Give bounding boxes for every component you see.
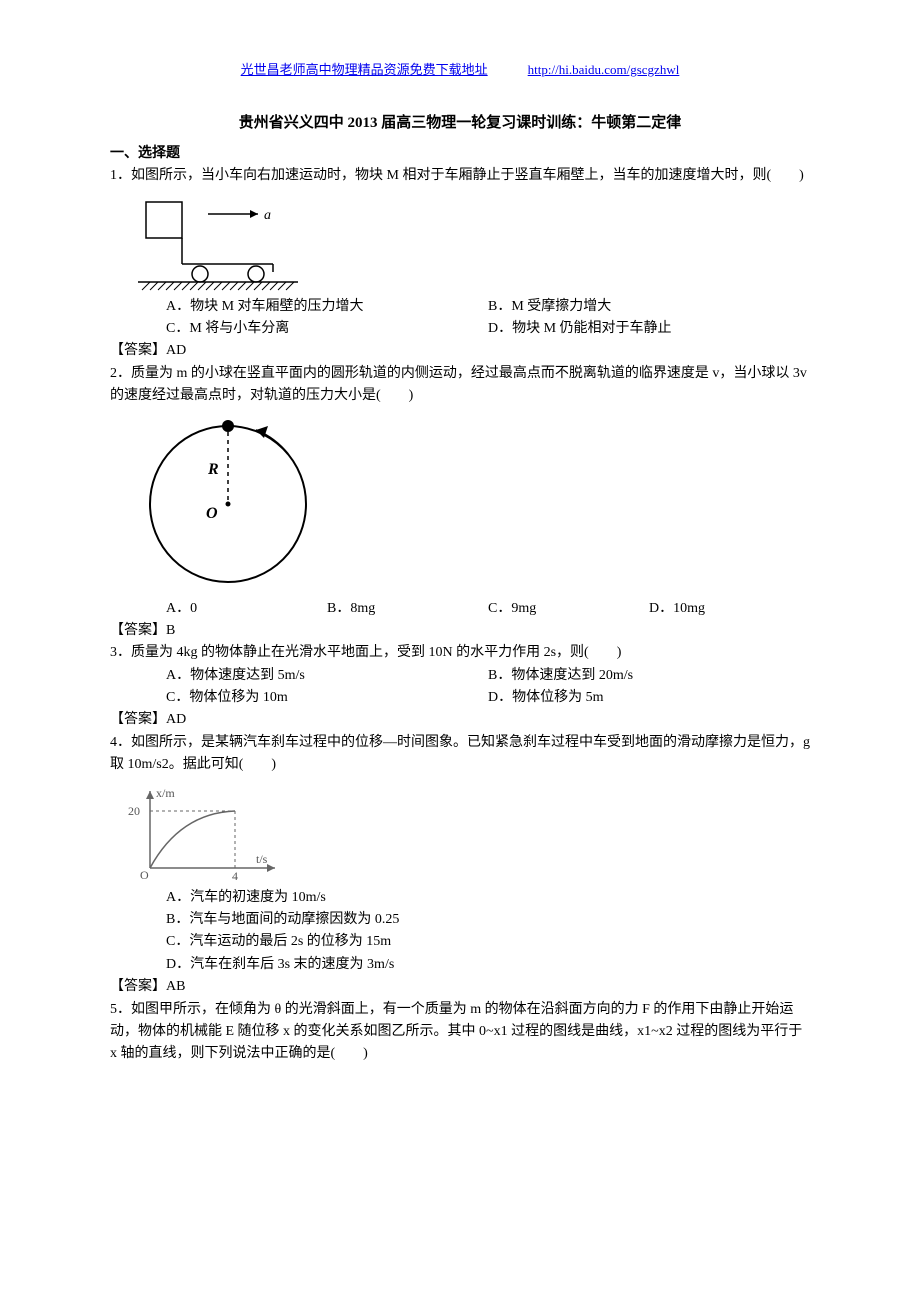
q4-fig-origin: O xyxy=(140,868,149,882)
q1-opt-a: A．物块 M 对车厢壁的压力增大 xyxy=(166,296,488,318)
q4-opt-b: B．汽车与地面间的动摩擦因数为 0.25 xyxy=(166,909,810,931)
q4-figure: x/m 20 t/s 4 O xyxy=(120,783,810,883)
q4-fig-ytick: 20 xyxy=(128,804,140,818)
q4-opt-d: D．汽车在刹车后 3s 末的速度为 3m/s xyxy=(166,954,810,976)
q2-opt-d: D．10mg xyxy=(649,598,810,620)
q2-fig-R: R xyxy=(207,461,219,478)
q1-figure: a xyxy=(138,194,810,294)
q3-opt-b: B．物体速度达到 20m/s xyxy=(488,665,810,687)
q5-stem: 5．如图甲所示，在倾角为 θ 的光滑斜面上，有一个质量为 m 的物体在沿斜面方向… xyxy=(110,999,810,1066)
header-link-1[interactable]: 光世昌老师高中物理精品资源免费下载地址 xyxy=(241,62,488,77)
q1-opt-c: C．M 将与小车分离 xyxy=(166,318,488,340)
q1-fig-a-label: a xyxy=(264,208,271,223)
q4-fig-ylabel: x/m xyxy=(156,786,175,800)
q3-opt-d: D．物体位移为 5m xyxy=(488,687,810,709)
q4-fig-xtick: 4 xyxy=(232,869,238,883)
header-links: 光世昌老师高中物理精品资源免费下载地址 http://hi.baidu.com/g… xyxy=(110,60,810,81)
q4-fig-xlabel: t/s xyxy=(256,852,268,866)
q4-opt-c: C．汽车运动的最后 2s 的位移为 15m xyxy=(166,931,810,953)
q2-answer: 【答案】B xyxy=(110,620,810,642)
q2-stem: 2．质量为 m 的小球在竖直平面内的圆形轨道的内侧运动，经过最高点而不脱离轨道的… xyxy=(110,363,810,408)
q4-stem: 4．如图所示，是某辆汽车刹车过程中的位移—时间图象。已知紧急刹车过程中车受到地面… xyxy=(110,732,810,777)
section-1-heading: 一、选择题 xyxy=(110,143,810,165)
q4-answer: 【答案】AB xyxy=(110,976,810,998)
q1-stem: 1．如图所示，当小车向右加速运动时，物块 M 相对于车厢静止于竖直车厢壁上，当车… xyxy=(110,165,810,187)
q1-opt-d: D．物块 M 仍能相对于车静止 xyxy=(488,318,810,340)
q3-answer: 【答案】AD xyxy=(110,709,810,731)
q2-opt-c: C．9mg xyxy=(488,598,649,620)
q1-opt-b: B．M 受摩擦力增大 xyxy=(488,296,810,318)
q3-opt-c: C．物体位移为 10m xyxy=(166,687,488,709)
q4-opt-a: A．汽车的初速度为 10m/s xyxy=(166,887,810,909)
q2-fig-O: O xyxy=(206,505,218,522)
q3-stem: 3．质量为 4kg 的物体静止在光滑水平地面上，受到 10N 的水平力作用 2s… xyxy=(110,642,810,664)
q2-figure: R O xyxy=(138,414,810,594)
q2-opt-b: B．8mg xyxy=(327,598,488,620)
doc-title: 贵州省兴义四中 2013 届高三物理一轮复习课时训练：牛顿第二定律 xyxy=(110,111,810,135)
header-link-2[interactable]: http://hi.baidu.com/gscgzhwl xyxy=(528,62,680,77)
q3-opt-a: A．物体速度达到 5m/s xyxy=(166,665,488,687)
q1-answer: 【答案】AD xyxy=(110,340,810,362)
q2-opt-a: A．0 xyxy=(166,598,327,620)
